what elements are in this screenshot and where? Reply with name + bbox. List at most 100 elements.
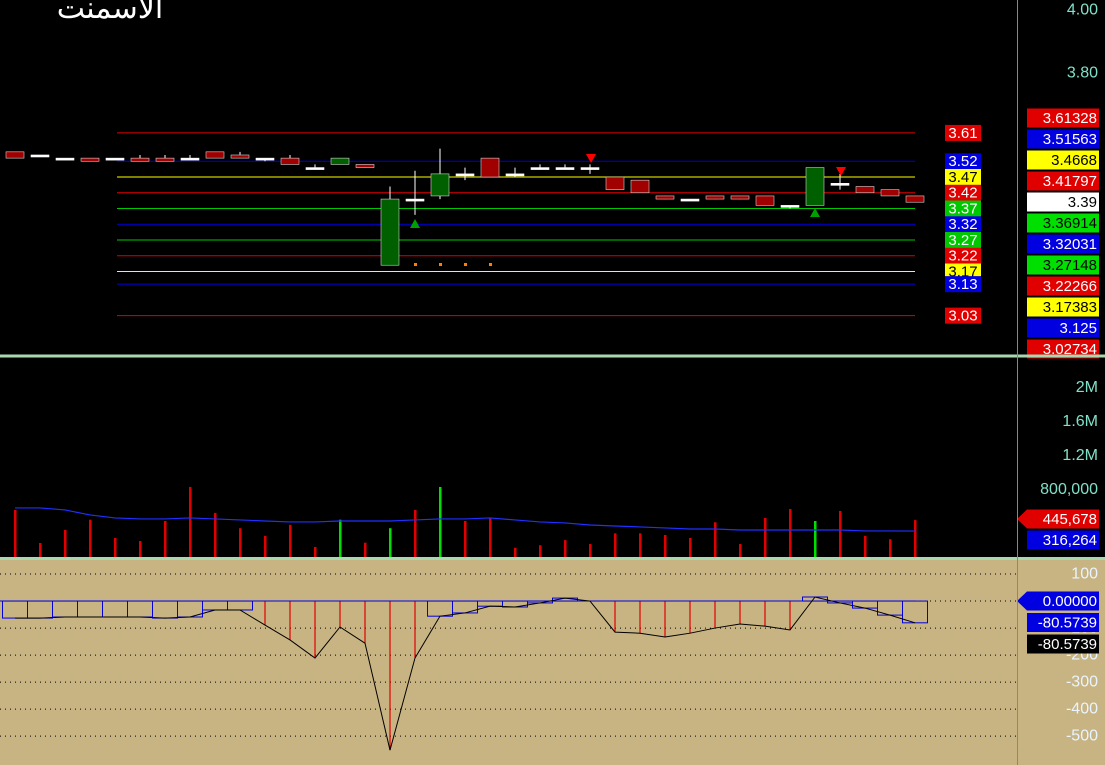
volume-bar: [14, 509, 17, 558]
level-box: [945, 232, 981, 249]
volume-bar: [839, 510, 842, 558]
dots: [414, 263, 492, 266]
value-box: [1027, 108, 1099, 128]
value-box: [1027, 613, 1099, 632]
volume-bar: [914, 520, 917, 558]
volume-bar: [314, 546, 317, 558]
candle-body: [455, 173, 475, 177]
buy-signal: [810, 208, 820, 217]
candle-body: [630, 179, 650, 194]
candle-body: [580, 167, 600, 170]
candle-body: [880, 189, 900, 197]
value-box-label: 3.51563: [1043, 131, 1097, 148]
value-box: [1027, 255, 1099, 275]
level-label: 3.13: [948, 276, 977, 293]
candle-body: [105, 157, 125, 161]
candle-body: [305, 167, 325, 170]
value-box: [1027, 634, 1099, 654]
volume-bar: [639, 533, 642, 558]
candle-body: [280, 157, 300, 165]
candle-body: [130, 157, 150, 162]
value-box-label: 3.22266: [1043, 278, 1097, 295]
volume-bar: [489, 518, 492, 558]
volume-bar: [364, 542, 367, 558]
value-box-label: 3.36914: [1043, 215, 1097, 232]
candle-body: [330, 157, 350, 165]
candle-body: [205, 151, 225, 159]
volume-bar: [289, 524, 292, 558]
value-box-label: 3.17383: [1043, 299, 1097, 316]
volume-bar: [114, 538, 117, 558]
candle-body: [230, 154, 250, 159]
value-box: [1017, 591, 1099, 611]
volume-bar: [64, 529, 67, 558]
y-tick-label: 100: [1071, 565, 1098, 582]
candle-body: [705, 195, 725, 200]
candle-body: [730, 195, 750, 200]
candle-body: [805, 167, 825, 206]
candle-body: [155, 157, 175, 162]
volume-bar: [389, 528, 392, 558]
volume-bar: [739, 543, 742, 558]
candle-body: [605, 176, 625, 190]
volume-bar: [164, 520, 167, 558]
value-box-label: 3.125: [1059, 320, 1097, 337]
buy-signal: [410, 219, 420, 228]
value-box: [1027, 339, 1099, 359]
sell-signal: [586, 154, 596, 163]
volume-bar: [539, 545, 542, 558]
level-box: [945, 184, 981, 201]
y-tick-label: -500: [1066, 727, 1098, 744]
candle-body: [55, 157, 75, 161]
volume-bar: [39, 543, 42, 558]
volume-bar: [689, 538, 692, 558]
volume-bar: [339, 519, 342, 558]
y-tick-label: -400: [1066, 700, 1098, 717]
volume-bar: [139, 540, 142, 558]
candle-body: [830, 183, 850, 186]
candle-body: [380, 198, 400, 266]
value-box: [1027, 234, 1099, 254]
value-box: [1027, 297, 1099, 317]
candle-body: [480, 157, 500, 178]
indicator-line: [15, 596, 916, 751]
level-box: [945, 247, 981, 264]
volume-bar: [789, 508, 792, 558]
volume-bar: [239, 528, 242, 558]
y-tick-label: -300: [1066, 673, 1098, 690]
value-box-label: 0.00000: [1043, 593, 1097, 610]
value-box-label: 3.27148: [1043, 257, 1097, 274]
candle-body: [5, 151, 25, 159]
level-label: 3.47: [948, 169, 977, 186]
volume-bar: [264, 535, 267, 558]
candle-body: [255, 157, 275, 161]
level-label: 3.37: [948, 200, 977, 217]
level-box: [945, 216, 981, 233]
indicator-background: [0, 560, 1105, 765]
value-box-label: 3.41797: [1043, 173, 1097, 190]
volume-bar: [589, 543, 592, 558]
y-tick-label: 800,000: [1040, 481, 1098, 498]
level-box: [945, 263, 981, 280]
candle-body: [430, 173, 450, 197]
volume-bar: [414, 509, 417, 558]
value-box-label: 445,678: [1043, 511, 1097, 528]
volume-ma: [15, 507, 916, 532]
value-box-label: 3.61328: [1043, 110, 1097, 127]
candle-body: [405, 198, 425, 202]
chart-title: الاسمنت: [57, 0, 163, 25]
y-tick-label: 2M: [1076, 379, 1098, 396]
level-label: 3.27: [948, 232, 977, 249]
level-label: 3.52: [948, 153, 977, 170]
level-label: 3.61: [948, 125, 977, 142]
value-box-label: 3.02734: [1043, 341, 1097, 358]
candle-body: [505, 173, 525, 177]
value-box: [1027, 192, 1099, 212]
level-box: [945, 200, 981, 217]
candle-body: [180, 157, 200, 161]
volume-bar: [714, 522, 717, 558]
value-box: [1027, 318, 1099, 338]
volume-bar: [514, 547, 517, 558]
candle-body: [680, 198, 700, 202]
